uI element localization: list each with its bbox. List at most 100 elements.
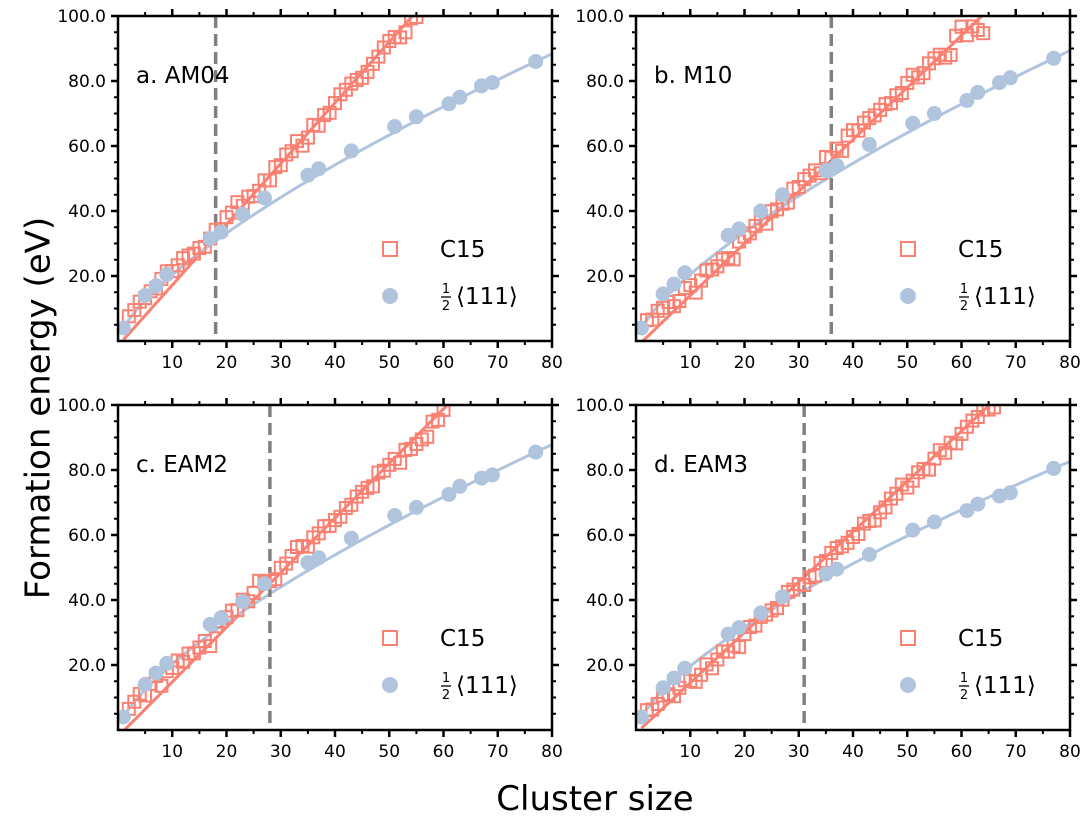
x-tick-label: 10 — [161, 742, 183, 762]
y-tick-label: 100.0 — [575, 7, 624, 27]
half111-point — [137, 288, 153, 303]
x-tick-label: 50 — [896, 353, 918, 373]
panel-2: 10 20 30 40 50 60 70 80 20.0 40.0 60.0 80.0 100.0 b. … — [575, 7, 1080, 373]
half111-point — [202, 231, 218, 247]
half111-point — [528, 444, 544, 460]
y-tick-label: 60.0 — [68, 526, 106, 546]
x-tick-label: 50 — [896, 742, 918, 762]
c15-point — [421, 0, 433, 8]
panel-label: a. AM04 — [136, 63, 230, 89]
half111-point — [655, 680, 671, 696]
c15-point — [366, 479, 380, 494]
half111-point — [655, 286, 671, 302]
half111-point — [731, 221, 747, 237]
half111-point — [257, 190, 272, 206]
half111-point — [677, 660, 693, 676]
legend-fraction-num: 1 — [960, 282, 968, 297]
half111-point — [926, 514, 942, 530]
half111-point — [959, 503, 975, 519]
plot-area — [636, 16, 1070, 341]
half111-point — [159, 655, 175, 671]
y-tick-label: 20.0 — [68, 267, 106, 287]
x-tick-label: 10 — [679, 742, 701, 762]
legend-c15-label: C15 — [958, 626, 1003, 652]
plot-area — [118, 0, 552, 341]
half111-point — [452, 478, 468, 494]
half111-point — [148, 278, 164, 294]
x-tick-label: 70 — [1005, 742, 1027, 762]
half111-point — [636, 320, 649, 336]
legend-fraction-num: 1 — [442, 282, 450, 297]
legend-fraction-den: 2 — [442, 299, 450, 314]
legend-c15-marker — [382, 630, 398, 646]
legend-half111-marker — [382, 677, 398, 693]
y-tick-label: 40.0 — [586, 202, 624, 222]
half111-point — [970, 84, 986, 100]
x-tick-label: 60 — [951, 353, 973, 373]
half111-point — [484, 467, 500, 483]
half111-point — [677, 265, 693, 281]
half111-point — [235, 206, 251, 222]
half111-point — [636, 709, 649, 725]
c15-point — [976, 26, 991, 41]
half111-point — [861, 547, 877, 562]
half111-point — [1002, 485, 1018, 501]
half111-point — [343, 530, 359, 546]
x-tick-label: 40 — [842, 742, 864, 762]
legend-half111-label: ⟨111⟩ — [456, 673, 518, 699]
x-tick-label: 50 — [378, 353, 400, 373]
x-tick-label: 80 — [1059, 742, 1081, 762]
legend-c15-label: C15 — [440, 237, 485, 263]
half111-point — [137, 677, 153, 692]
half111-point — [1046, 50, 1062, 66]
half111-point — [148, 665, 164, 681]
half111-point — [829, 561, 845, 577]
legend-c15-marker — [900, 241, 916, 257]
y-tick-label: 100.0 — [57, 7, 106, 27]
half111-point — [720, 227, 736, 243]
half111-point — [905, 115, 921, 131]
y-tick-label: 20.0 — [586, 656, 624, 676]
x-tick-label: 50 — [378, 742, 400, 762]
half111-point — [441, 486, 457, 502]
legend-half111-marker — [382, 288, 398, 304]
plot-area — [636, 405, 1070, 730]
half111-point — [861, 136, 877, 152]
panel-label: b. M10 — [654, 63, 732, 89]
half111-point — [1046, 460, 1062, 476]
half111-point — [159, 266, 175, 282]
half111-point — [829, 158, 845, 173]
x-tick-label: 70 — [487, 353, 509, 373]
half111-point — [118, 709, 131, 725]
y-tick-label: 100.0 — [575, 396, 624, 416]
legend-half111-marker — [900, 288, 916, 304]
legend-half111-label: ⟨111⟩ — [974, 284, 1036, 310]
x-tick-label: 70 — [487, 742, 509, 762]
half111-point — [202, 616, 218, 632]
x-tick-label: 40 — [324, 742, 346, 762]
half111-point — [731, 620, 747, 636]
x-tick-label: 60 — [433, 742, 455, 762]
x-tick-label: 80 — [541, 353, 563, 373]
c15-point — [726, 252, 741, 267]
c15-point — [414, 16, 429, 18]
y-tick-label: 80.0 — [68, 461, 106, 481]
plot-area — [118, 405, 552, 730]
legend-c15-label: C15 — [440, 626, 485, 652]
half111-point — [905, 522, 921, 538]
x-tick-label: 10 — [679, 353, 701, 373]
c15-point — [154, 678, 169, 693]
c15-point — [943, 48, 958, 62]
legend-half111-marker — [900, 677, 916, 693]
y-tick-label: 100.0 — [57, 396, 106, 416]
y-tick-label: 20.0 — [586, 267, 624, 287]
x-tick-label: 40 — [842, 353, 864, 373]
x-tick-label: 60 — [433, 353, 455, 373]
y-axis-label: Formation energy (eV) — [19, 217, 59, 599]
y-tick-label: 80.0 — [586, 461, 624, 481]
c15-point — [987, 405, 1001, 415]
y-tick-label: 80.0 — [586, 72, 624, 92]
half111-point — [775, 187, 790, 203]
legend-c15-label: C15 — [958, 237, 1003, 263]
y-tick-label: 60.0 — [586, 526, 624, 546]
